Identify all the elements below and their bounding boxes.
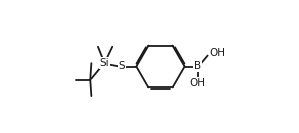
Text: B: B: [194, 61, 201, 72]
Text: Si: Si: [100, 58, 109, 68]
Text: OH: OH: [210, 48, 226, 58]
Text: S: S: [119, 61, 125, 72]
Text: OH: OH: [190, 78, 206, 88]
